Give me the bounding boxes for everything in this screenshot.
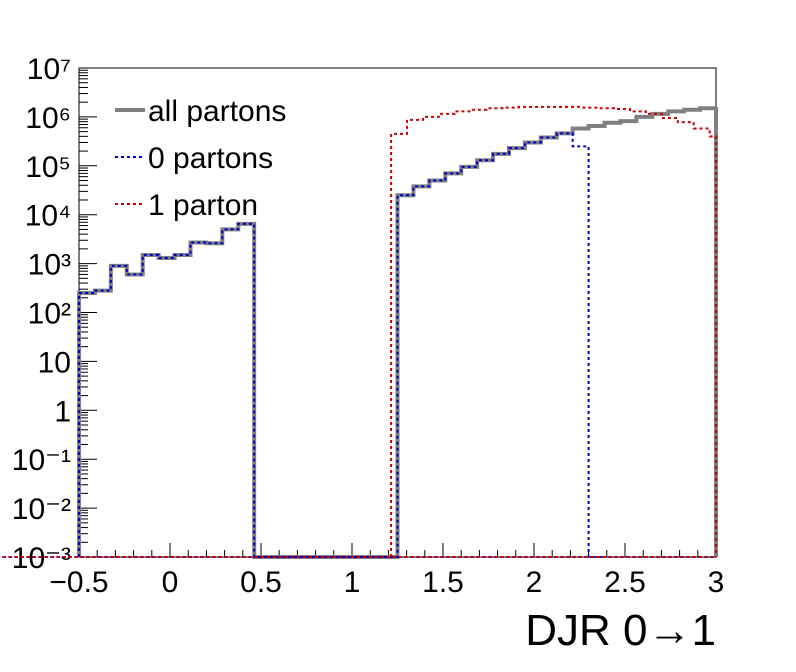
x-tick-label: −0.5 <box>49 566 108 599</box>
x-tick-label: 0.5 <box>240 566 282 599</box>
x-tick-label: 2 <box>526 566 543 599</box>
series-layer <box>2 105 718 559</box>
x-tick-label: 1 <box>344 566 361 599</box>
series-1-line <box>78 132 605 558</box>
x-tick-label: 2.5 <box>604 566 646 599</box>
y-tick-label: 10⁻¹ <box>12 444 71 477</box>
y-axis-ticks: 10⁻³ 10⁻² 10⁻¹ 1 10 10² 10³ 10⁴ 10⁵ 10⁶ 10⁷ <box>12 53 97 575</box>
y-tick-label: 10⁻³ <box>12 542 71 575</box>
y-tick-label: 10⁻² <box>12 493 71 526</box>
y-tick-label: 1 <box>54 395 71 428</box>
legend-label-0: all partons <box>148 95 286 128</box>
x-axis-ticks: −0.5 0 0.5 1 1.5 2 2.5 3 <box>49 543 724 599</box>
x-tick-label: 1.5 <box>422 566 464 599</box>
y-tick-label: 10² <box>28 298 71 331</box>
x-tick-label: 3 <box>708 566 725 599</box>
y-tick-label: 10⁵ <box>25 151 71 184</box>
legend-label-2: 1 parton <box>148 189 258 222</box>
x-tick-label: 0 <box>162 566 179 599</box>
y-tick-label: 10⁴ <box>25 200 71 233</box>
x-axis-label: DJR 0→1 <box>525 606 716 655</box>
legend-label-1: 0 partons <box>148 142 273 175</box>
legend: all partons 0 partons 1 parton <box>115 95 286 222</box>
y-tick-label: 10⁷ <box>27 53 71 86</box>
series-2-line <box>390 105 717 557</box>
y-tick-label: 10 <box>38 346 71 379</box>
y-tick-label: 10⁶ <box>25 102 71 135</box>
y-tick-label: 10³ <box>28 249 71 282</box>
